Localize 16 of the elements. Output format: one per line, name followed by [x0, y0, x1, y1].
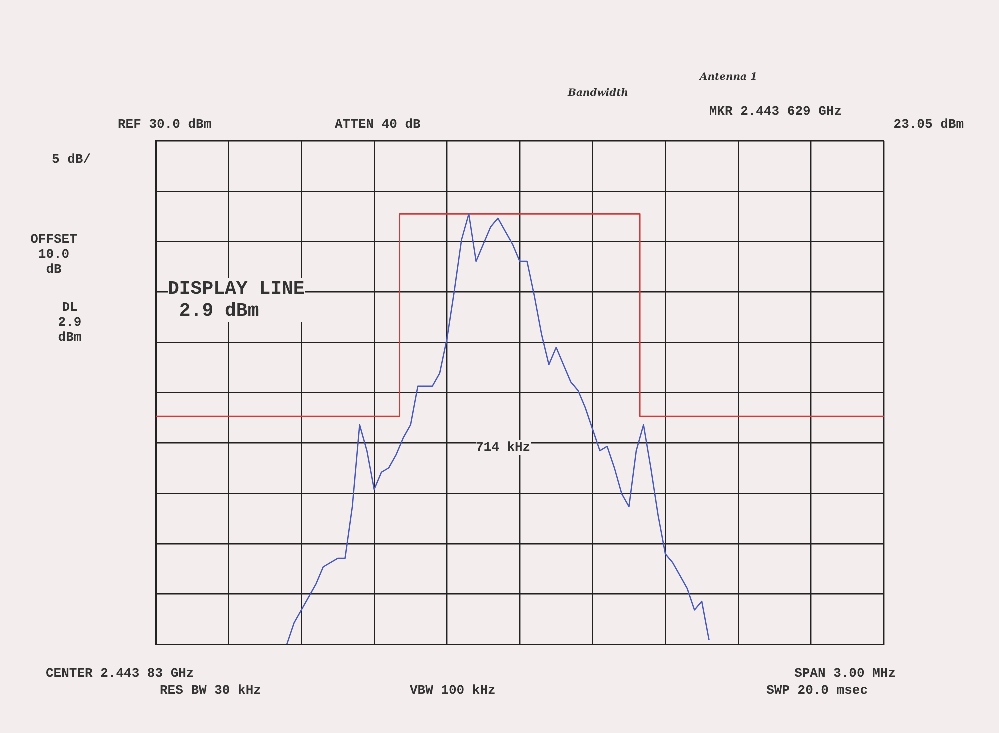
text: 23.05 dBm [894, 117, 964, 132]
text: Bandwidth [568, 87, 628, 101]
text: ATTEN 40 dB [335, 117, 421, 132]
annotation: 714 kHz [476, 440, 531, 455]
text: REF 30.0 dBm [118, 117, 212, 132]
text: RES BW 30 kHz [160, 683, 262, 698]
text: OFFSET 10.0 dB [30, 232, 78, 277]
text: Antenna 1 [700, 71, 758, 85]
text: DL 2.9 dBm [57, 300, 83, 345]
text: SWP 20.0 msec [766, 683, 868, 698]
text: MKR 2.443 629 GHz [708, 104, 842, 119]
annotation: DISPLAY LINE 2.9 dBm [168, 278, 305, 322]
text: CENTER 2.443 83 GHz [46, 666, 194, 681]
text: 5 dB/ [52, 152, 92, 167]
text: VBW 100 kHz [410, 683, 496, 698]
text: SPAN 3.00 MHz [794, 666, 896, 681]
